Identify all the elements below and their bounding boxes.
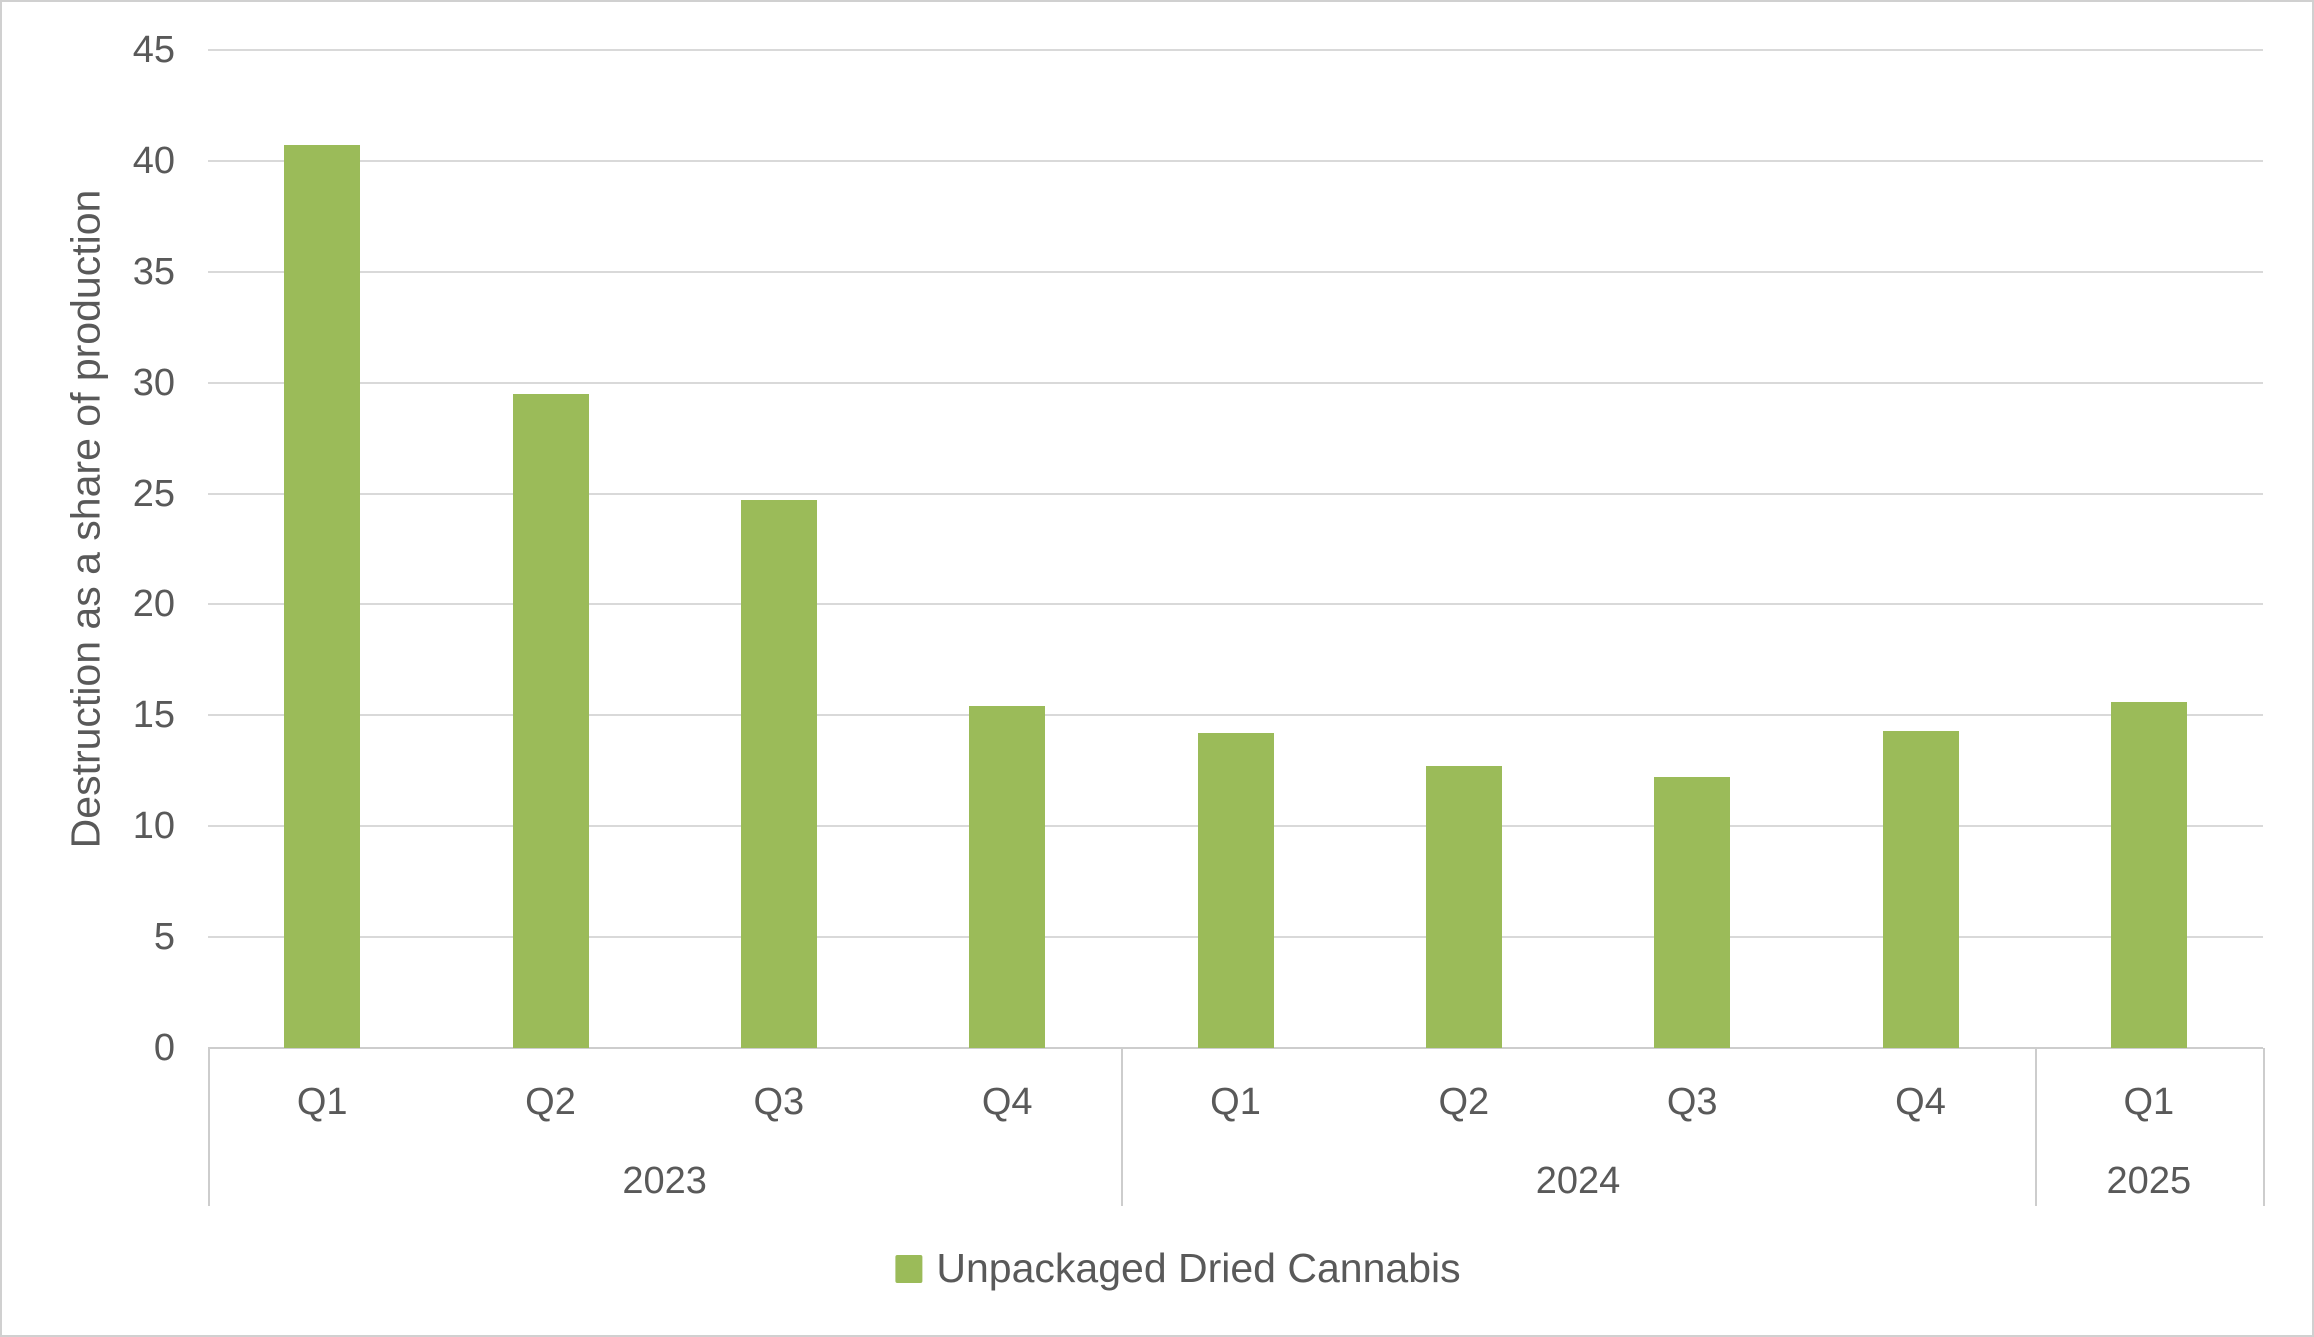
- y-tick-label-40: 40: [132, 139, 175, 182]
- bar-Q2-5: [1425, 766, 1502, 1048]
- gridline-45: [208, 49, 2263, 51]
- x-axis-group-divider-3: [2263, 1048, 2265, 1206]
- x-axis-line: [208, 1047, 2263, 1049]
- y-tick-label-5: 5: [153, 916, 175, 959]
- gridline-40: [208, 159, 2263, 162]
- gridline-35: [208, 270, 2263, 273]
- x-axis-group-divider-1: [1121, 1048, 1124, 1206]
- bar-Q4-3: [969, 706, 1046, 1048]
- y-tick-label-10: 10: [132, 805, 175, 848]
- bar-Q1-4: [1197, 733, 1274, 1048]
- x-category-label-0: Q1: [296, 1081, 348, 1123]
- x-category-label-7: Q4: [1895, 1081, 1946, 1123]
- bar-Q2-1: [512, 393, 589, 1048]
- gridline-30: [208, 381, 2263, 384]
- y-tick-label-0: 0: [153, 1027, 175, 1069]
- y-tick-label-20: 20: [132, 583, 175, 626]
- legend: Unpackaged Dried Cannabis: [895, 1245, 1461, 1292]
- x-year-label-2025: 2025: [2106, 1160, 2192, 1202]
- x-axis-group-divider-2: [2034, 1048, 2037, 1206]
- x-category-label-8: Q1: [2123, 1081, 2175, 1123]
- y-tick-label-35: 35: [132, 250, 175, 293]
- bar-Q3-6: [1654, 777, 1731, 1048]
- gridline-15: [208, 714, 2263, 717]
- y-tick-label-15: 15: [132, 694, 175, 737]
- gridline-25: [208, 492, 2263, 495]
- y-tick-label-25: 25: [132, 472, 175, 515]
- bar-Q3-2: [740, 500, 817, 1048]
- x-axis-group-divider-0: [208, 1048, 210, 1206]
- bar-Q1-0: [284, 145, 361, 1048]
- x-year-label-2023: 2023: [622, 1160, 707, 1202]
- y-tick-label-45: 45: [132, 29, 175, 71]
- legend-swatch-icon: [895, 1254, 923, 1283]
- legend-label: Unpackaged Dried Cannabis: [936, 1245, 1461, 1291]
- x-category-label-1: Q2: [525, 1081, 576, 1123]
- x-category-label-5: Q2: [1438, 1081, 1490, 1123]
- x-category-label-3: Q4: [981, 1081, 1033, 1123]
- x-category-label-2: Q3: [753, 1081, 805, 1123]
- bar-Q1-8: [2110, 702, 2187, 1048]
- y-tick-label-30: 30: [132, 361, 175, 404]
- y-axis-title: Destruction as a share of production: [62, 189, 109, 849]
- x-category-label-6: Q3: [1666, 1081, 1718, 1123]
- x-year-label-2024: 2024: [1535, 1160, 1621, 1202]
- bar-Q4-7: [1882, 730, 1959, 1048]
- gridline-20: [208, 603, 2263, 606]
- x-category-label-4: Q1: [1210, 1081, 1261, 1123]
